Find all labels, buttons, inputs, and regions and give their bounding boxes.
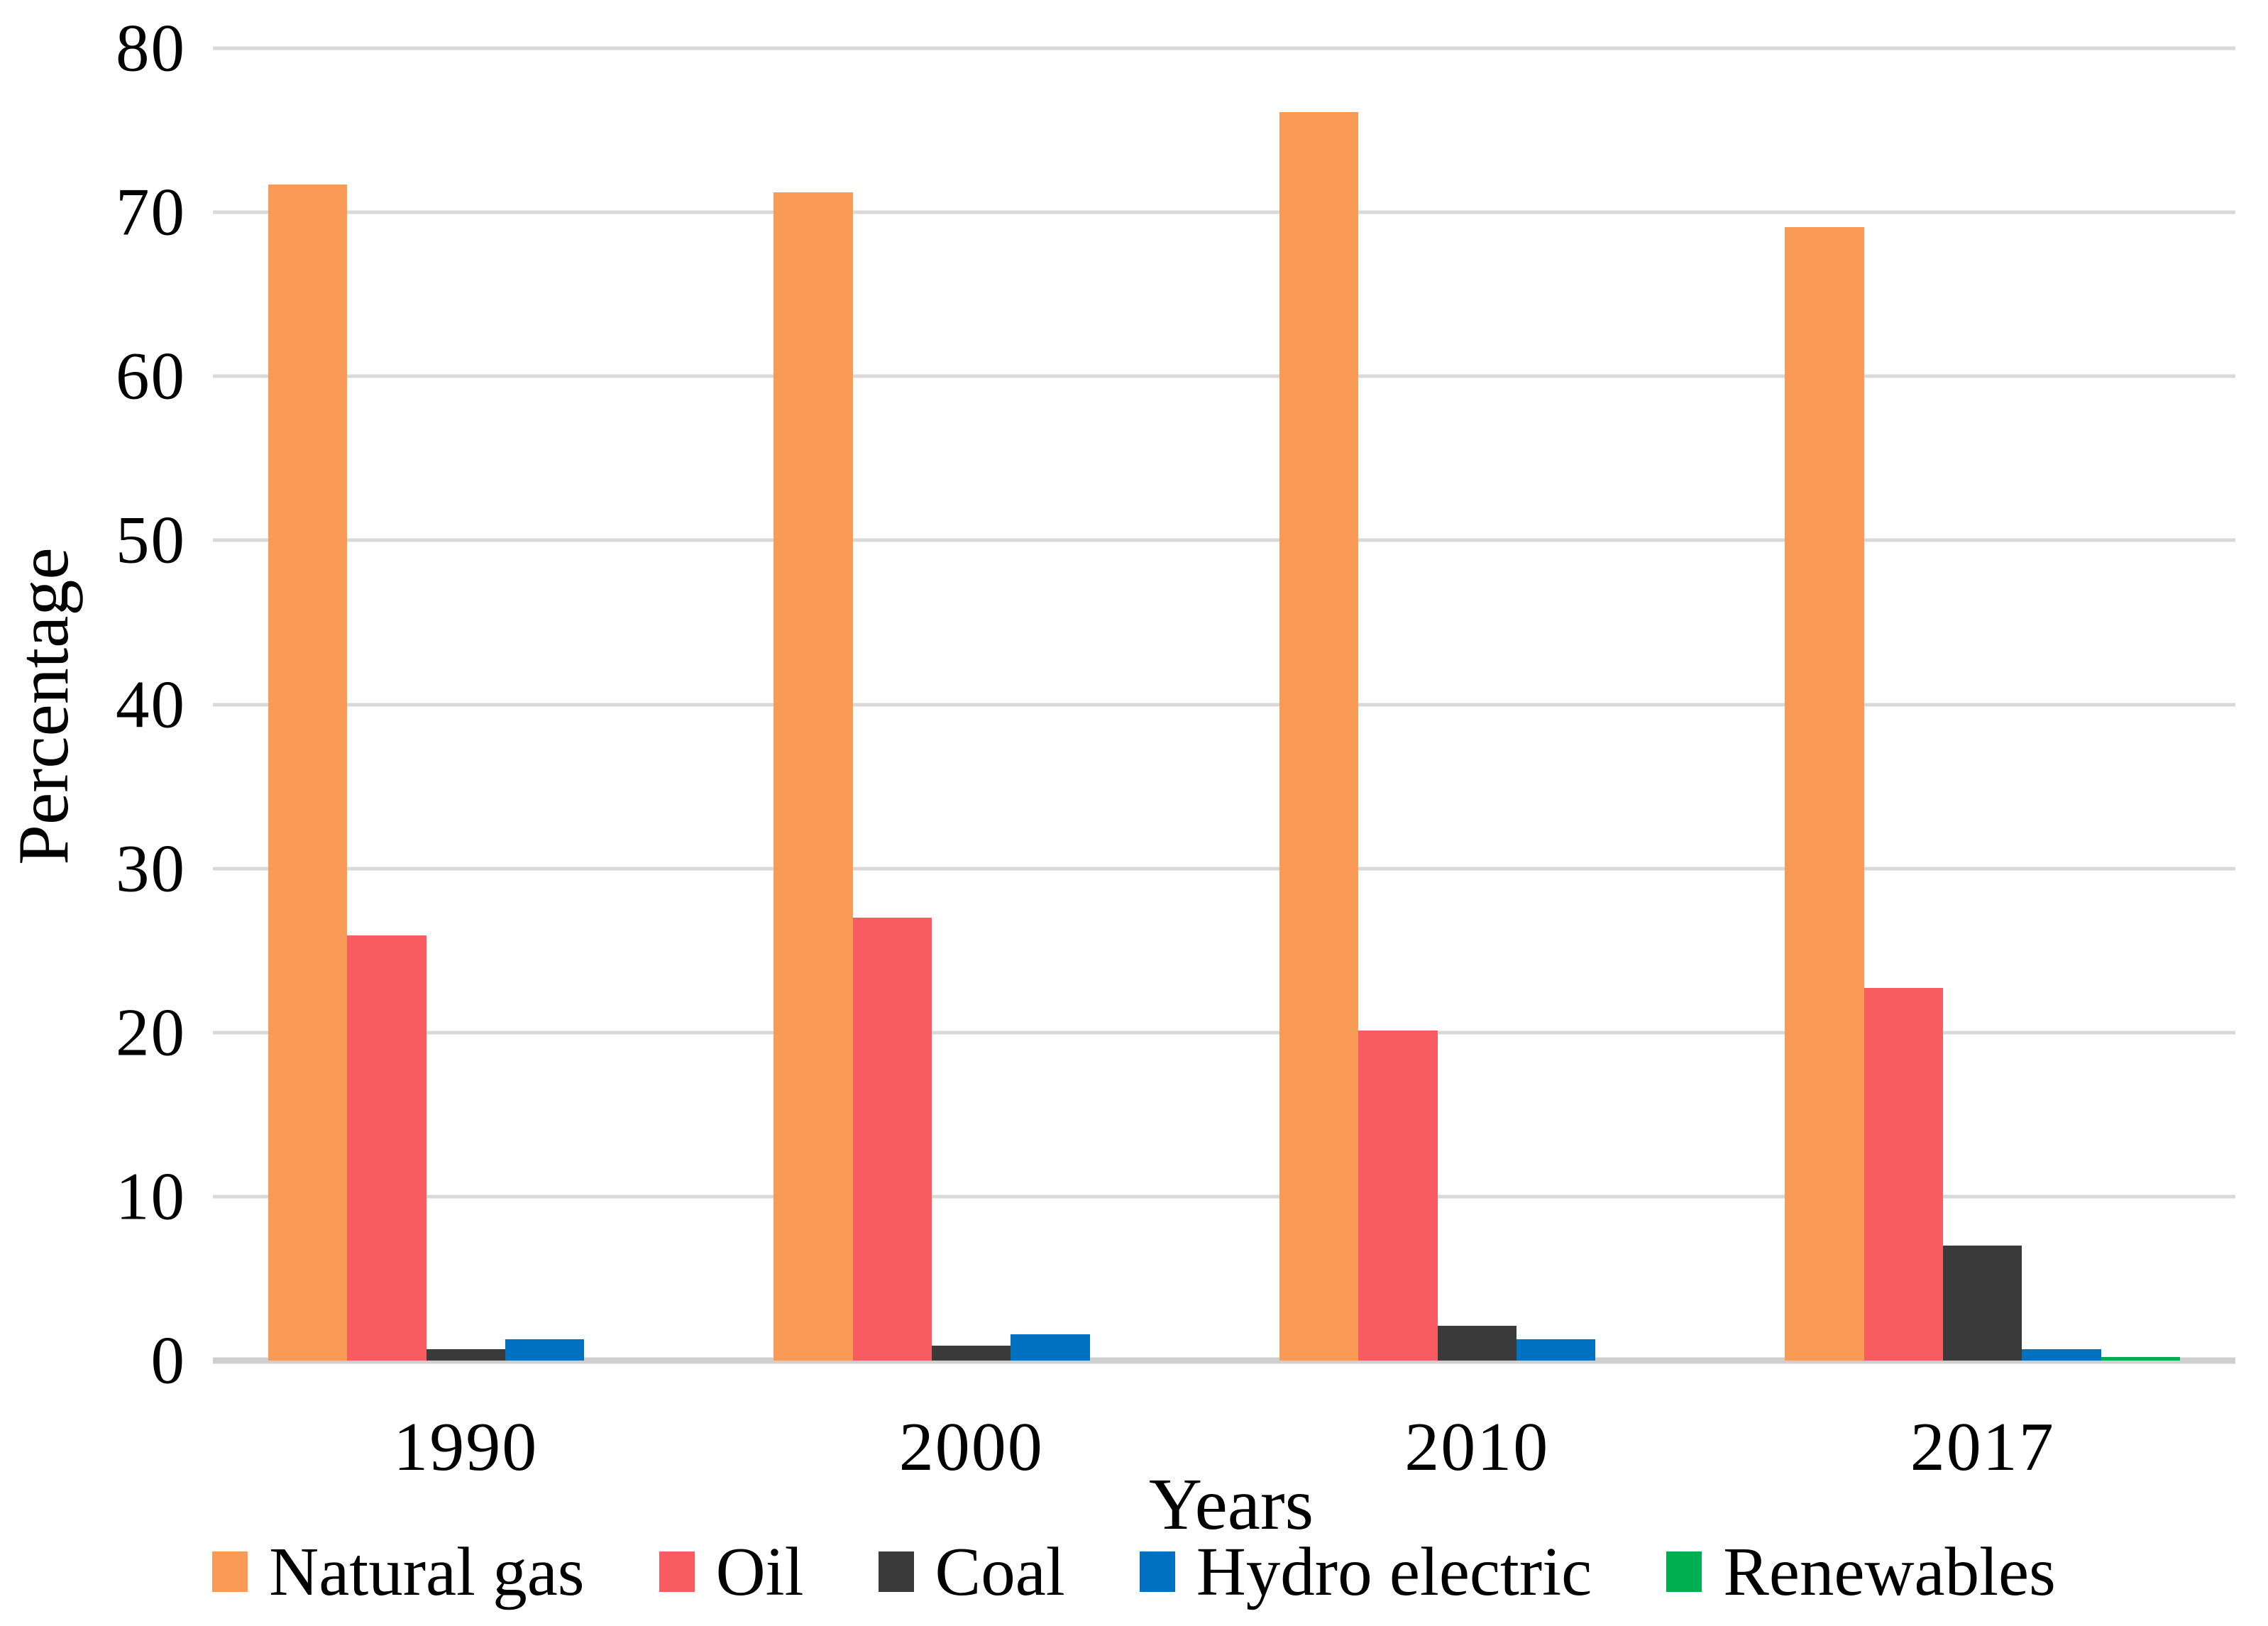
legend-swatch-oil <box>659 1551 695 1592</box>
legend-item-oil: Oil <box>659 1537 804 1606</box>
gridline-10 <box>213 1194 2235 1199</box>
y-tick-label-70: 70 <box>116 174 186 250</box>
bar-hydro-electric-2010 <box>1516 1339 1596 1361</box>
bar-group-2000 <box>719 48 1225 1361</box>
bar-coal-2010 <box>1437 1326 1516 1361</box>
gridline-40 <box>213 703 2235 706</box>
y-tick-label-60: 60 <box>116 338 186 414</box>
legend-label-natural-gas: Natural gas <box>269 1534 585 1610</box>
bar-natural-gas-2000 <box>774 192 853 1361</box>
gridline-70 <box>213 210 2235 214</box>
y-tick-label-10: 10 <box>116 1158 186 1234</box>
legend-item-renewables: Renewables <box>1666 1537 2056 1606</box>
gridline-20 <box>213 1031 2235 1035</box>
gridline-50 <box>213 538 2235 542</box>
legend-swatch-coal <box>878 1551 914 1592</box>
x-axis-tick-labels: 1990 2000 2010 2017 <box>213 1412 2235 1482</box>
bar-hydro-electric-2017 <box>2022 1348 2101 1361</box>
bar-oil-2017 <box>1864 988 1944 1361</box>
bar-coal-2017 <box>1943 1246 2022 1361</box>
bar-hydro-electric-1990 <box>505 1339 585 1361</box>
x-tick-label-2000: 2000 <box>898 1409 1044 1485</box>
bar-group-2010 <box>1224 48 1730 1361</box>
legend-swatch-natural-gas <box>212 1551 248 1592</box>
x-axis-line <box>213 1357 2235 1364</box>
legend-item-hydro-electric: Hydro electric <box>1139 1534 1592 1610</box>
bar-natural-gas-1990 <box>268 184 348 1361</box>
y-axis-ticks: 80 70 60 50 40 30 20 10 0 <box>0 14 186 1394</box>
legend-label-oil: Oil <box>715 1534 804 1610</box>
bar-renewables-2017 <box>2101 1357 2181 1361</box>
bar-group-2017 <box>1730 48 2236 1361</box>
x-tick-label-2010: 2010 <box>1404 1409 1550 1485</box>
legend-label-hydro-electric: Hydro electric <box>1196 1534 1592 1610</box>
legend-label-coal: Coal <box>935 1534 1065 1610</box>
bar-oil-1990 <box>347 935 426 1361</box>
gridline-60 <box>213 374 2235 378</box>
x-tick-label-1990: 1990 <box>393 1409 539 1485</box>
y-tick-label-0: 0 <box>150 1322 186 1398</box>
bar-hydro-electric-2000 <box>1011 1334 1090 1361</box>
gridline-30 <box>213 867 2235 871</box>
y-tick-label-40: 40 <box>116 666 186 742</box>
legend-item-coal: Coal <box>878 1534 1065 1610</box>
y-tick-label-20: 20 <box>116 994 186 1070</box>
gridline-80 <box>213 46 2235 50</box>
bar-oil-2000 <box>852 917 932 1361</box>
bar-natural-gas-2010 <box>1279 112 1359 1361</box>
x-tick-label-2017: 2017 <box>1910 1409 2055 1485</box>
legend-swatch-hydro-electric <box>1139 1551 1175 1592</box>
bar-coal-1990 <box>426 1348 505 1361</box>
bar-group-1990 <box>213 48 719 1361</box>
legend: Natural gas Oil Coal Hydro electric Renewabl… <box>0 1537 2268 1606</box>
y-tick-label-50: 50 <box>116 502 186 578</box>
y-tick-label-80: 80 <box>116 10 186 86</box>
bar-natural-gas-2017 <box>1785 226 1864 1361</box>
legend-label-renewables: Renewables <box>1723 1534 2056 1610</box>
x-axis-title: Years <box>1148 1463 1314 1545</box>
bar-oil-2010 <box>1358 1031 1438 1361</box>
plot-area <box>213 46 2236 1364</box>
bar-coal-2000 <box>932 1346 1011 1361</box>
legend-item-natural-gas: Natural gas <box>212 1534 585 1610</box>
legend-swatch-renewables <box>1666 1551 1702 1592</box>
y-tick-label-30: 30 <box>116 830 186 906</box>
